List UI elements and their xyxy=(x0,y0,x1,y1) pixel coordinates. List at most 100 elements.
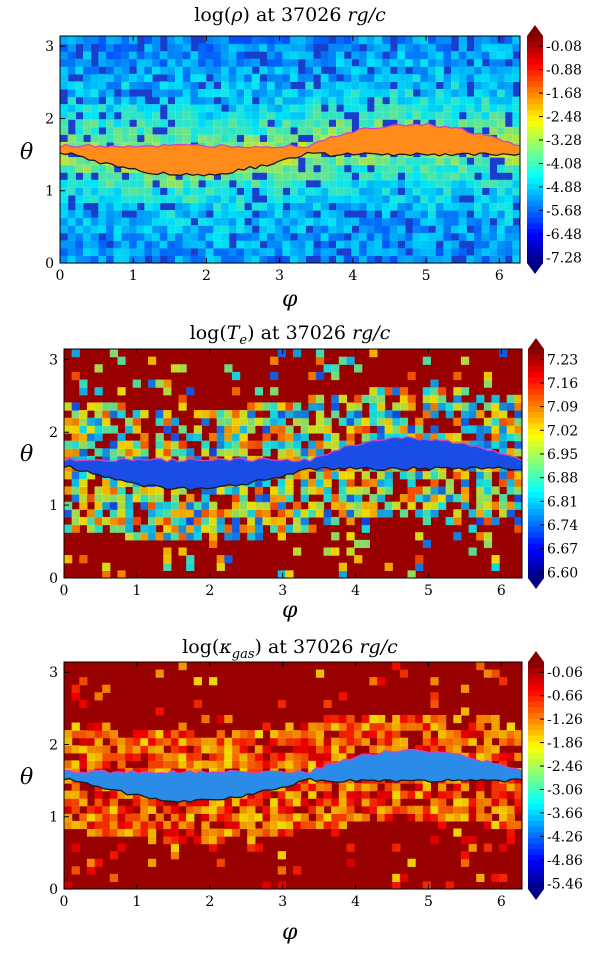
x-axis-label: φ xyxy=(282,598,298,623)
heatmap-cell xyxy=(186,737,195,746)
heatmap-cell xyxy=(109,524,119,533)
heatmap-cell xyxy=(397,179,406,188)
heatmap-cell xyxy=(159,172,168,181)
heatmap-cell xyxy=(71,692,80,701)
heatmap-cell xyxy=(60,58,69,67)
colorbar-segment xyxy=(528,509,544,516)
heatmap-cell xyxy=(384,813,393,822)
heatmap-cell xyxy=(190,232,199,241)
heatmap-cell xyxy=(369,745,378,754)
heatmap-cell xyxy=(468,730,477,739)
colorbar-extend-top xyxy=(528,338,544,349)
heatmap-cell xyxy=(389,164,398,173)
heatmap-cell xyxy=(407,471,416,480)
heatmap-cell xyxy=(458,202,467,211)
heatmap-cell xyxy=(75,81,84,90)
heatmap-cell xyxy=(109,737,119,746)
heatmap-cell xyxy=(67,247,76,257)
heatmap-cell xyxy=(109,790,119,799)
heatmap-cell xyxy=(267,66,276,75)
heatmap-cell xyxy=(144,66,153,75)
heatmap-cell xyxy=(382,194,391,204)
heatmap-cell xyxy=(376,417,386,426)
heatmap-cell xyxy=(489,119,498,128)
heatmap-cell xyxy=(228,172,237,181)
heatmap-cell xyxy=(351,202,360,211)
heatmap-cell xyxy=(343,43,352,52)
heatmap-cell xyxy=(359,247,368,257)
heatmap-cell xyxy=(277,737,286,746)
plot-frame xyxy=(63,348,523,579)
heatmap-cell xyxy=(121,119,130,128)
heatmap-cell xyxy=(262,494,271,503)
heatmap-cell xyxy=(305,66,314,75)
heatmap-cell xyxy=(366,51,375,60)
heatmap-cell xyxy=(338,783,348,792)
heatmap-cell xyxy=(422,714,431,724)
heatmap-cell xyxy=(336,240,345,249)
heatmap-cell xyxy=(308,501,317,510)
heatmap-cell xyxy=(504,194,513,204)
heatmap-cell xyxy=(270,798,279,807)
heatmap-cell xyxy=(366,240,375,249)
heatmap-cell xyxy=(155,440,164,449)
heatmap-cell xyxy=(213,111,222,120)
heatmap-cell xyxy=(491,486,500,495)
heatmap-cell xyxy=(435,225,444,234)
heatmap-cell xyxy=(186,494,195,503)
heatmap-cell xyxy=(170,494,180,503)
heatmap-cell xyxy=(167,187,176,196)
x-tick-label: 2 xyxy=(205,894,214,910)
heatmap-cell xyxy=(136,126,145,135)
heatmap-cell xyxy=(430,387,439,396)
heatmap-cell xyxy=(506,425,515,434)
heatmap-cell xyxy=(376,494,386,503)
heatmap-cell xyxy=(121,104,130,113)
heatmap-cell xyxy=(113,240,122,249)
heatmap-cell xyxy=(132,486,141,495)
heatmap-cell xyxy=(86,805,96,814)
heatmap-cell xyxy=(453,532,462,541)
heatmap-cell xyxy=(489,240,498,249)
heatmap-cell xyxy=(499,783,508,792)
heatmap-cell xyxy=(129,81,138,90)
heatmap-cell xyxy=(460,402,470,411)
heatmap-cell xyxy=(428,43,437,52)
heatmap-cell xyxy=(231,387,241,396)
heatmap-cell xyxy=(451,247,460,257)
heatmap-cell xyxy=(443,51,452,60)
heatmap-cell xyxy=(67,111,76,120)
colorbar-segment xyxy=(527,87,543,94)
heatmap-cell xyxy=(460,425,470,434)
heatmap-cell xyxy=(458,43,467,52)
heatmap-cell xyxy=(351,104,360,113)
heatmap-cell xyxy=(458,36,467,45)
heatmap-cell xyxy=(499,432,508,442)
heatmap-cell xyxy=(167,51,176,60)
heatmap-cell xyxy=(216,752,225,761)
heatmap-cell xyxy=(159,232,168,241)
heatmap-cell xyxy=(228,134,237,143)
heatmap-cell xyxy=(190,255,199,264)
heatmap-cell xyxy=(140,813,149,822)
heatmap-cell xyxy=(267,202,276,211)
heatmap-cell xyxy=(504,66,513,75)
heatmap-cell xyxy=(136,187,145,196)
heatmap-cell xyxy=(392,410,401,419)
heatmap-cell xyxy=(346,532,355,541)
heatmap-cell xyxy=(422,394,431,404)
heatmap-cell xyxy=(320,111,329,120)
colorbar-segment xyxy=(528,400,544,407)
heatmap-cell xyxy=(499,752,508,761)
heatmap-cell xyxy=(228,225,237,234)
heatmap-cell xyxy=(167,210,176,219)
heatmap-cell xyxy=(460,356,470,365)
heatmap-cell xyxy=(308,805,317,814)
heatmap-cell xyxy=(435,157,444,166)
heatmap-cell xyxy=(514,440,523,449)
colorbar-segment xyxy=(528,520,544,528)
heatmap-cell xyxy=(60,240,69,249)
heatmap-cell xyxy=(460,737,470,746)
heatmap-cell xyxy=(231,820,241,830)
heatmap-cell xyxy=(109,440,119,449)
